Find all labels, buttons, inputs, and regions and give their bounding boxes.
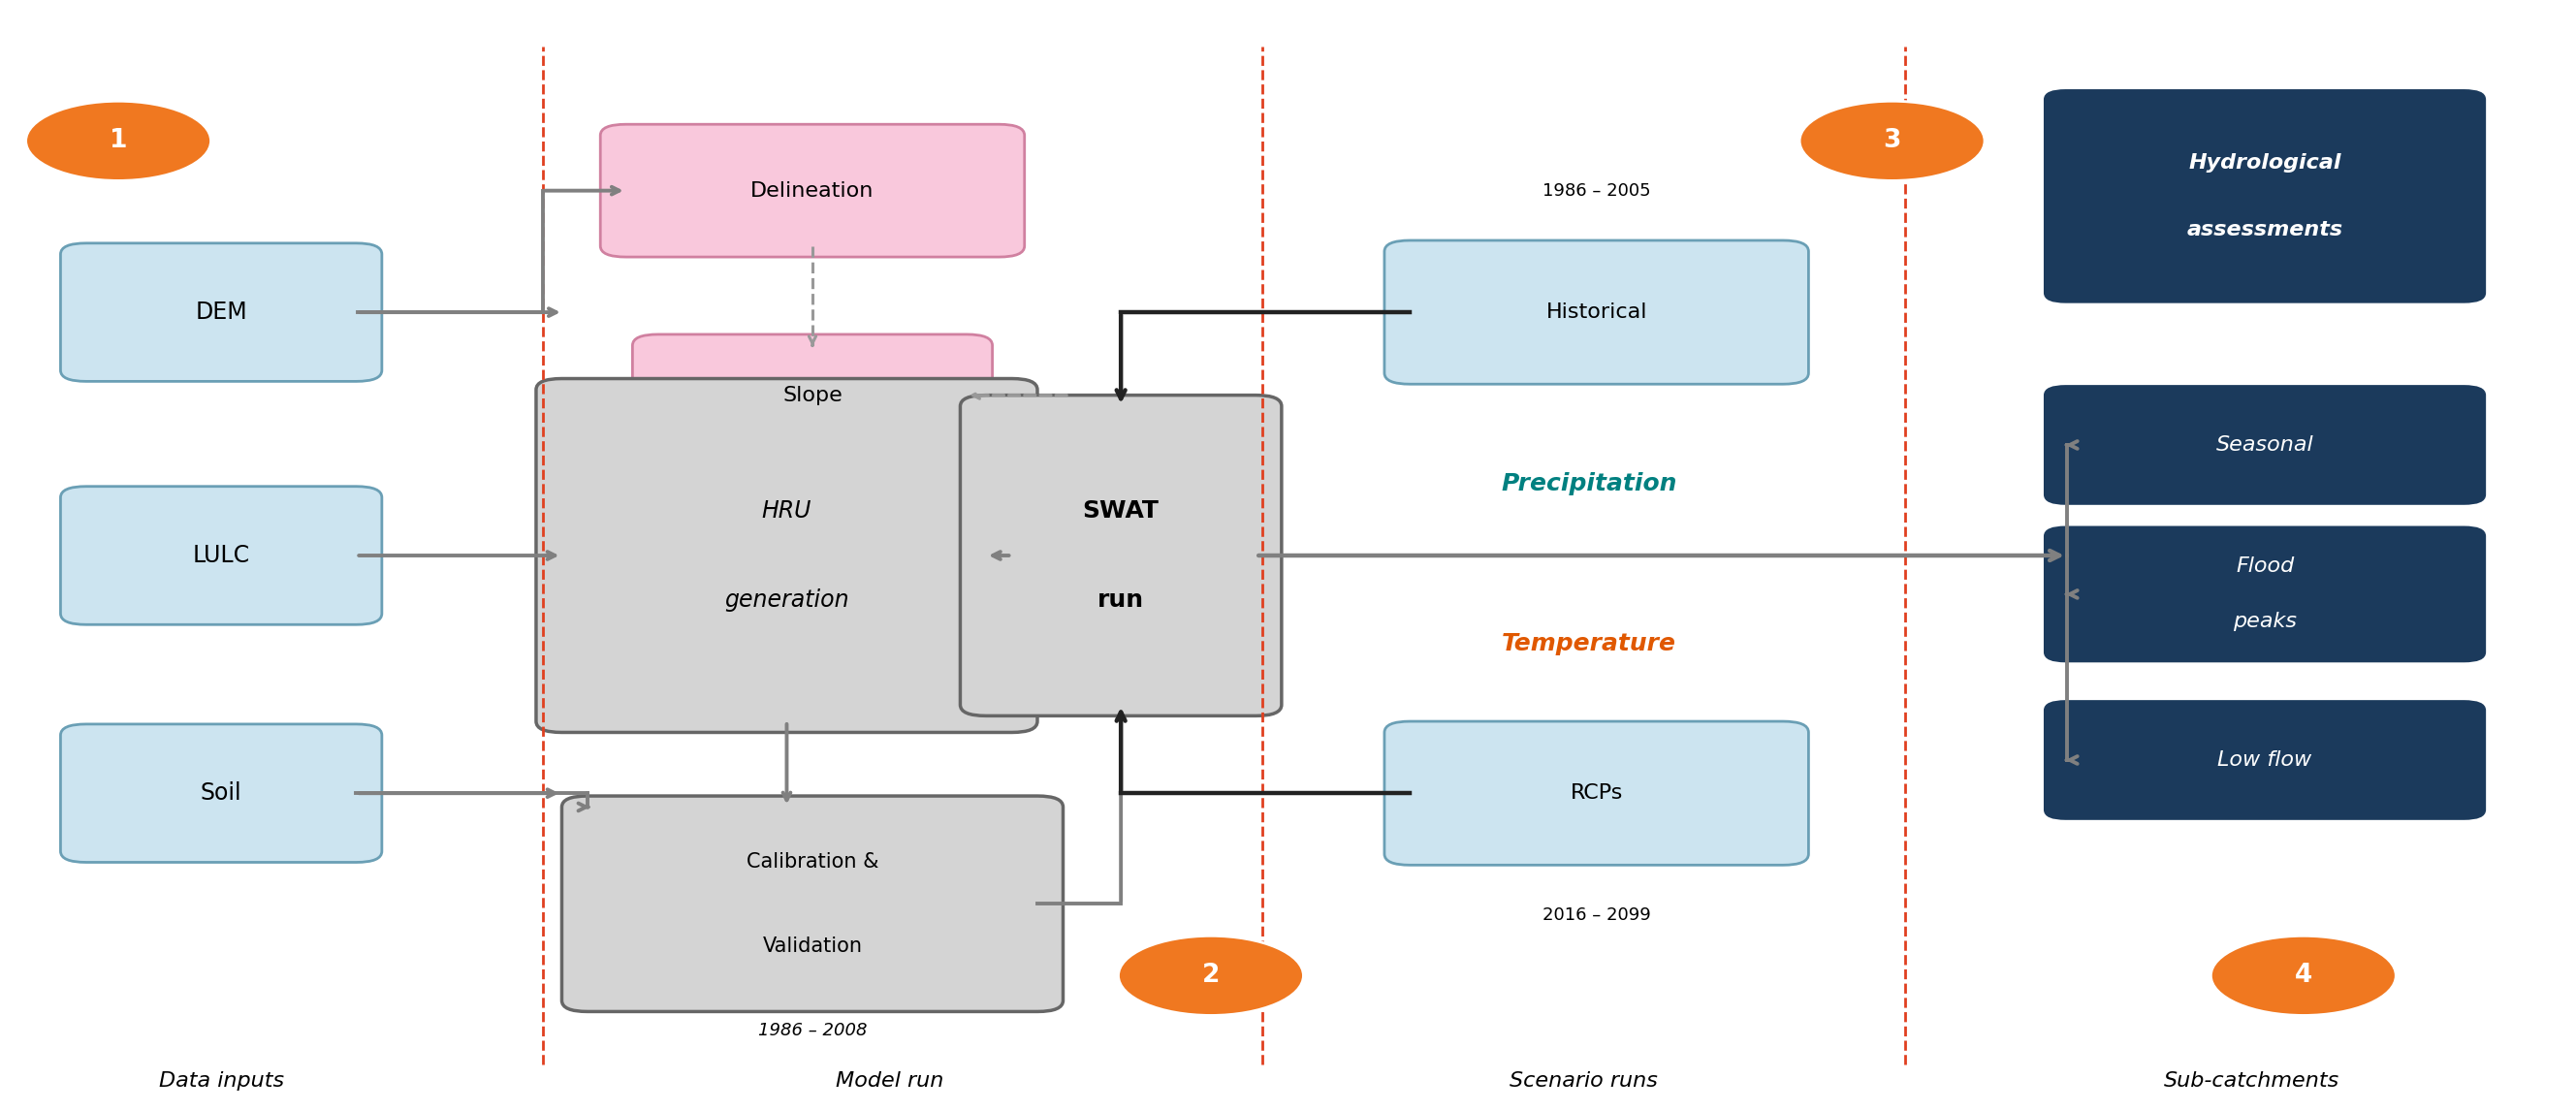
FancyBboxPatch shape [1383,240,1808,384]
FancyBboxPatch shape [59,724,381,862]
Text: 1986 – 2008: 1986 – 2008 [757,1022,868,1040]
FancyBboxPatch shape [961,396,1283,715]
Text: 1986 – 2005: 1986 – 2005 [1543,182,1651,199]
Text: 2: 2 [1203,963,1221,989]
Circle shape [2210,935,2396,1015]
Text: 3: 3 [1883,128,1901,153]
FancyBboxPatch shape [600,124,1025,257]
Circle shape [1118,935,1303,1015]
Text: Precipitation: Precipitation [1502,472,1677,496]
Text: peaks: peaks [2233,612,2298,631]
FancyBboxPatch shape [634,334,992,456]
Text: assessments: assessments [2187,220,2344,239]
Text: run: run [1097,588,1144,611]
Text: Hydrological: Hydrological [2190,153,2342,172]
Text: Historical: Historical [1546,302,1646,322]
Text: SWAT: SWAT [1082,500,1159,523]
Circle shape [26,101,211,181]
Text: Low flow: Low flow [2218,750,2313,770]
Text: Delineation: Delineation [750,181,873,200]
Text: Validation: Validation [762,937,863,955]
FancyBboxPatch shape [2045,701,2486,819]
Text: generation: generation [724,588,850,611]
Text: Data inputs: Data inputs [160,1071,283,1090]
Text: Sub-catchments: Sub-catchments [2164,1071,2339,1090]
FancyBboxPatch shape [562,795,1064,1012]
Text: Temperature: Temperature [1502,632,1677,655]
FancyBboxPatch shape [2045,387,2486,503]
Text: 2016 – 2099: 2016 – 2099 [1543,907,1651,923]
Text: Model run: Model run [835,1071,943,1090]
Text: RCPs: RCPs [1571,783,1623,803]
FancyBboxPatch shape [1383,721,1808,865]
Text: 4: 4 [2295,963,2313,989]
Text: Calibration &: Calibration & [747,852,878,871]
Text: LULC: LULC [193,544,250,567]
Text: HRU: HRU [762,500,811,523]
FancyBboxPatch shape [536,379,1038,732]
Text: Seasonal: Seasonal [2215,436,2313,454]
FancyBboxPatch shape [59,487,381,624]
Text: 1: 1 [108,128,126,153]
Text: DEM: DEM [196,301,247,324]
FancyBboxPatch shape [2045,528,2486,661]
FancyBboxPatch shape [2045,91,2486,302]
Text: Flood: Flood [2236,557,2295,577]
Text: Slope: Slope [783,386,842,404]
Text: Soil: Soil [201,781,242,804]
Text: Scenario runs: Scenario runs [1510,1071,1659,1090]
FancyBboxPatch shape [59,243,381,381]
Circle shape [1801,101,1984,181]
